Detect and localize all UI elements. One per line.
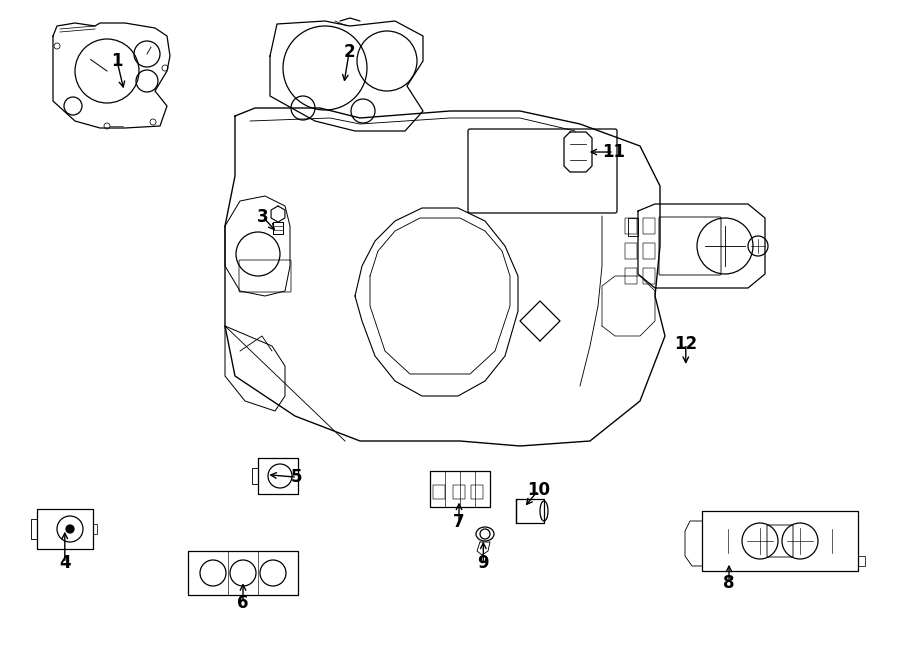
Text: 6: 6: [238, 594, 248, 612]
Text: 9: 9: [478, 554, 489, 572]
Circle shape: [66, 525, 74, 533]
Text: 4: 4: [59, 554, 70, 572]
Text: 7: 7: [454, 513, 464, 531]
Text: 12: 12: [674, 334, 698, 353]
Text: 11: 11: [602, 143, 626, 161]
Text: 1: 1: [112, 52, 122, 70]
Text: 8: 8: [724, 574, 734, 592]
Text: 2: 2: [344, 42, 355, 61]
Text: 5: 5: [292, 468, 302, 486]
Text: 3: 3: [257, 208, 268, 226]
Text: 10: 10: [526, 481, 550, 500]
